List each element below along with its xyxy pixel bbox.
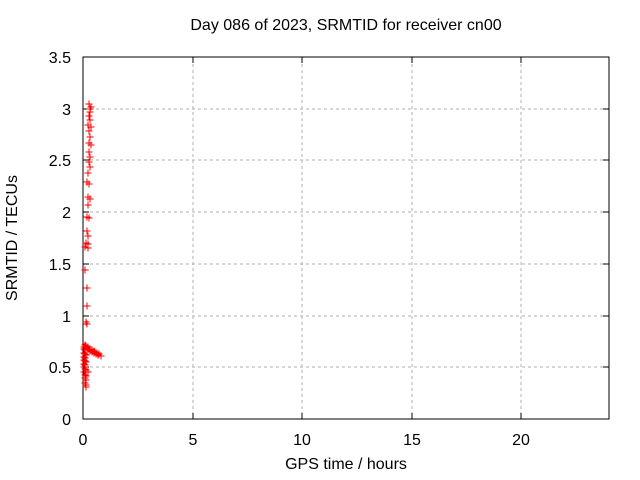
label-layer: Day 086 of 2023, SRMTID for receiver cn0… [4, 17, 502, 473]
x-tick-label: 5 [189, 432, 198, 449]
y-tick-label: 1.5 [49, 257, 71, 274]
data-point-plus [83, 284, 91, 292]
data-point-plus [84, 169, 92, 177]
data-point-plus [86, 195, 94, 203]
data-point-plus [83, 344, 91, 352]
y-tick-label: 2 [62, 205, 71, 222]
x-tick-label: 10 [293, 432, 311, 449]
x-axis-label: GPS time / hours [285, 456, 407, 473]
y-tick-label: 0.5 [49, 360, 71, 377]
plot-frame [82, 56, 610, 420]
data-point-plus [85, 148, 93, 156]
y-axis-label: SRMTID / TECUs [4, 175, 21, 301]
grid-layer [84, 58, 608, 418]
chart-title: Day 086 of 2023, SRMTID for receiver cn0… [190, 17, 501, 34]
data-point-plus [86, 116, 94, 124]
tick-layer: 0 5 10 15 20 0 0.5 1 1.5 2 2.5 3 3.5 [49, 50, 609, 449]
data-point-plus [81, 365, 89, 373]
data-point-plus [86, 133, 94, 141]
data-point-plus [86, 153, 94, 161]
data-point-plus [84, 201, 92, 209]
data-point-plus [86, 163, 94, 171]
data-point-plus [83, 227, 91, 235]
data-point-plus [83, 320, 91, 328]
x-tick-label: 20 [512, 432, 530, 449]
x-tick-label: 0 [79, 432, 88, 449]
y-tick-label: 0 [62, 412, 71, 429]
y-tick-label: 1 [62, 309, 71, 326]
frame-layer [82, 56, 610, 420]
data-point-plus [87, 123, 95, 131]
data-point-plus [97, 352, 105, 360]
data-point-plus [84, 368, 92, 376]
data-point-plus [85, 127, 93, 135]
y-tick-label: 3 [62, 102, 71, 119]
data-point-plus [86, 108, 94, 116]
data-point-plus [81, 266, 89, 274]
data-point-plus [85, 112, 93, 120]
data-point-plus [85, 180, 93, 188]
data-point-plus [81, 243, 89, 251]
data-point-plus [84, 232, 92, 240]
data-point-plus [85, 214, 93, 222]
data-point-plus [85, 158, 93, 166]
data-point-plus [83, 302, 91, 310]
points-layer [80, 100, 105, 391]
data-point-plus [94, 351, 102, 359]
y-tick-label: 3.5 [49, 50, 71, 67]
data-point-plus [84, 244, 92, 252]
y-tick-label: 2.5 [49, 153, 71, 170]
x-tick-label: 15 [403, 432, 421, 449]
data-point-plus [82, 383, 90, 391]
data-point-plus [87, 141, 95, 149]
